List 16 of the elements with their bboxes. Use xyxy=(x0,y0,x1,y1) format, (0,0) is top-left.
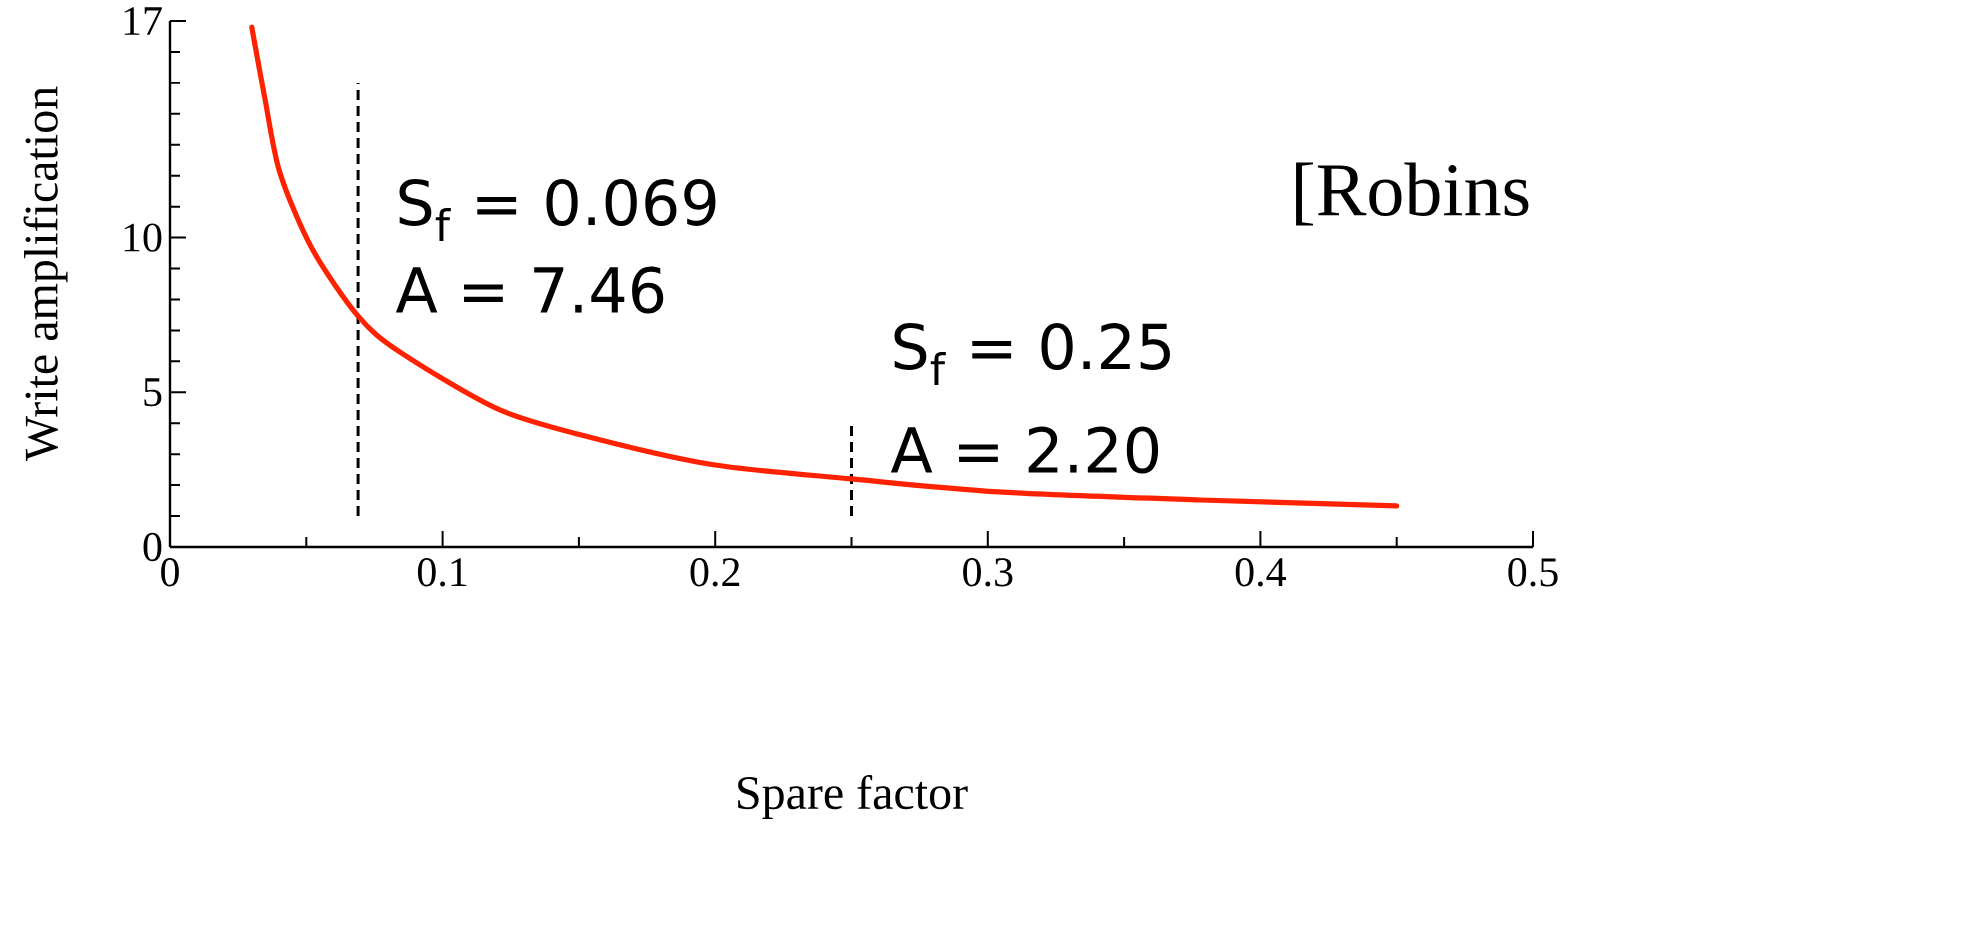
annotation: A = 2.20 xyxy=(890,426,1159,474)
y-tick-label: 0 xyxy=(143,532,162,562)
x-tick-label: 0.1 xyxy=(417,558,467,587)
x-tick-label: 0.3 xyxy=(963,558,1013,587)
annotation: [Robins xyxy=(1296,162,1529,226)
x-tick-label: 0.5 xyxy=(1508,558,1558,587)
y-tick-label: 17 xyxy=(124,7,162,35)
annotation: S$_{f}$ = 0.069 xyxy=(399,179,716,241)
y-axis-title: Write amplification xyxy=(23,86,68,462)
annotation: S$_{f}$ = 0.25 xyxy=(894,323,1170,385)
y-tick-label: 10 xyxy=(124,223,162,252)
x-tick-label: 0.2 xyxy=(690,558,740,587)
annotation: A = 7.46 xyxy=(395,266,664,314)
x-axis-title: Spare factor xyxy=(738,774,968,819)
x-tick-label: 0.4 xyxy=(1235,558,1286,587)
y-tick-label: 5 xyxy=(144,378,162,407)
